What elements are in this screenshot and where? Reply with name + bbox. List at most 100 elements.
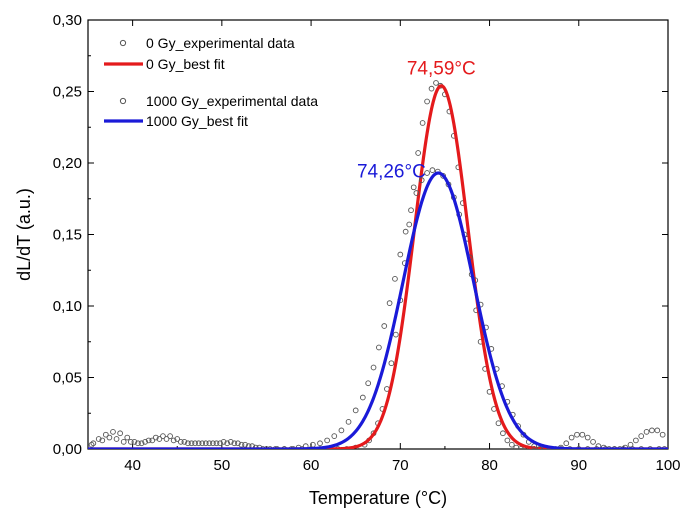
data-point: [656, 446, 662, 449]
data-point: [181, 439, 188, 445]
data-point: [352, 407, 359, 414]
data-point: [192, 440, 198, 447]
x-tick-label: 100: [655, 457, 680, 474]
data-point: [370, 364, 377, 371]
legend-marker: [119, 39, 127, 47]
data-point: [267, 446, 273, 449]
data-point: [574, 431, 580, 438]
data-point: [386, 300, 393, 306]
data-point: [272, 446, 279, 449]
data-point: [238, 441, 245, 448]
y-tick-label: 0,15: [53, 227, 82, 244]
y-tick-label: 0,10: [53, 298, 82, 315]
data-point: [217, 440, 223, 447]
data-point: [90, 440, 97, 447]
data-point: [495, 420, 502, 427]
data-point: [235, 440, 241, 447]
x-tick-label: 60: [303, 457, 320, 474]
data-point: [563, 440, 570, 447]
data-point: [638, 433, 645, 439]
legend-marker: [119, 97, 127, 105]
data-point: [127, 439, 134, 445]
data-point: [263, 446, 270, 449]
data-point: [281, 446, 288, 449]
data-point: [210, 440, 216, 447]
data-point: [331, 433, 338, 439]
data-point: [120, 439, 127, 445]
data-point: [288, 446, 295, 449]
data-point: [145, 437, 152, 444]
data-point: [575, 446, 582, 449]
x-tick-label: 80: [481, 457, 498, 474]
data-point: [138, 440, 145, 447]
data-point: [195, 440, 202, 447]
data-point: [509, 441, 515, 448]
data-point: [220, 439, 227, 445]
data-point: [568, 434, 575, 441]
x-axis-ticks: 40 50 60 70 80 90 100: [87, 20, 681, 474]
data-point: [406, 221, 413, 228]
data-point: [584, 434, 591, 441]
y-tick-label: 0,00: [53, 441, 82, 458]
legend-label: 0 Gy_best fit: [146, 56, 225, 72]
data-point: [381, 323, 388, 329]
data-point: [117, 430, 123, 437]
data-point: [199, 440, 206, 447]
y-tick-label: 0,05: [53, 370, 82, 387]
series-layer: [88, 80, 668, 449]
data-point: [106, 434, 113, 441]
data-point: [517, 446, 524, 449]
data-point: [649, 427, 655, 434]
data-point: [110, 428, 116, 435]
data-point: [365, 380, 372, 387]
y-tick-label: 0,25: [53, 84, 82, 101]
data-point: [335, 446, 341, 449]
annotations: 74,59°C 74,26°C: [357, 58, 476, 182]
data-point: [152, 434, 159, 441]
data-point: [616, 446, 623, 449]
data-point: [170, 437, 177, 444]
data-point: [113, 436, 120, 442]
data-point: [611, 446, 618, 449]
y-axis-title: dL/dT (a.u.): [14, 188, 34, 281]
data-point: [627, 441, 634, 448]
data-point: [408, 207, 414, 214]
data-point: [402, 228, 409, 235]
data-point: [338, 427, 345, 434]
data-point: [584, 446, 591, 449]
fit-line: [88, 171, 668, 449]
data-point: [213, 440, 220, 447]
legend: 0 Gy_experimental data 0 Gy_best fit 1000 …: [104, 35, 318, 129]
data-point: [160, 433, 166, 439]
data-point: [202, 440, 209, 447]
data-point: [558, 446, 564, 449]
data-point: [415, 150, 422, 156]
data-point: [647, 446, 653, 449]
data-point: [102, 431, 109, 438]
data-point: [345, 418, 352, 425]
data-point: [504, 437, 511, 444]
data-point: [88, 441, 95, 448]
data-point: [317, 440, 323, 447]
data-point: [579, 431, 586, 438]
fit-line: [88, 84, 668, 449]
data-point: [388, 360, 395, 367]
data-point: [359, 394, 366, 401]
data-point: [185, 440, 191, 447]
data-point: [188, 440, 195, 447]
data-point: [593, 446, 600, 449]
legend-label: 0 Gy_experimental data: [146, 35, 295, 51]
series-2: [88, 167, 666, 449]
legend-label: 1000 Gy_experimental data: [146, 93, 318, 109]
peak-annotation: 74,26°C: [357, 161, 426, 182]
data-point: [413, 190, 420, 196]
data-point: [418, 177, 425, 184]
y-tick-label: 0,20: [53, 155, 82, 172]
data-point: [260, 446, 266, 449]
peak-annotation: 74,59°C: [407, 58, 476, 79]
data-point: [536, 446, 543, 449]
y-axis-ticks: 0,00 0,05 0,10 0,15 0,20 0,25 0,30: [53, 12, 668, 458]
data-point: [424, 170, 430, 176]
data-point: [343, 446, 350, 449]
